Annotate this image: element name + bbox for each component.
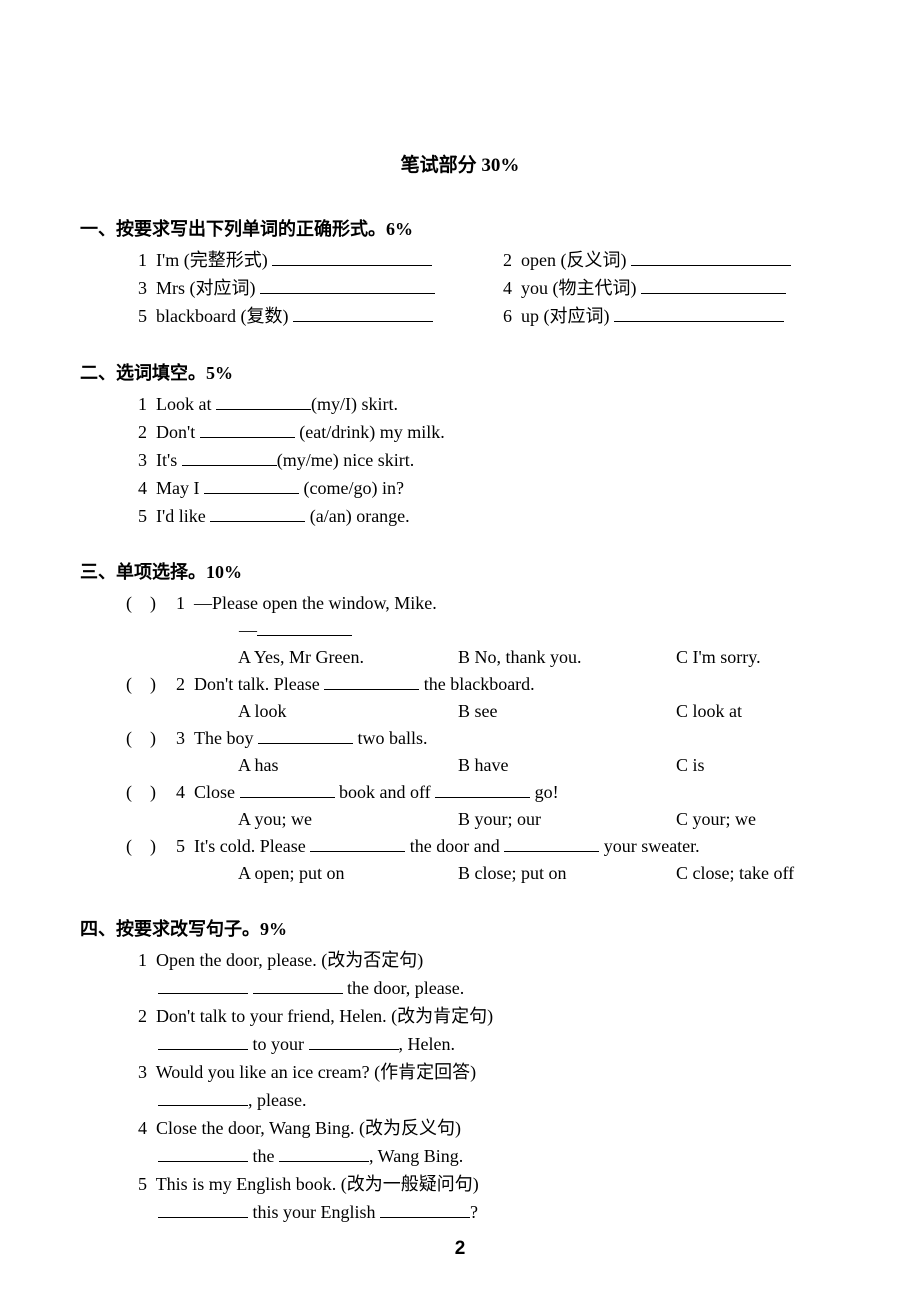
section-4: 四、按要求改写句子。9% 1 Open the door, please. (改… <box>80 915 840 1226</box>
s3-q4-options: A you; we B your; our C your; we <box>126 806 840 833</box>
s4-q1-answer: the door, please. <box>138 975 840 1002</box>
s4-q2-answer: to your , Helen. <box>138 1031 840 1058</box>
s2-item-1: 1 Look at (my/I) skirt. <box>138 391 840 418</box>
s4-q5-answer: this your English ? <box>138 1199 840 1226</box>
section-3-heading: 三、单项选择。10% <box>80 558 840 584</box>
section-2-heading: 二、选词填空。5% <box>80 359 840 385</box>
s4-q4-answer: the , Wang Bing. <box>138 1143 840 1170</box>
s2-item-4: 4 May I (come/go) in? <box>138 475 840 502</box>
page-title: 笔试部分 30% <box>80 150 840 177</box>
s3-q3: ( ) 3 The boy two balls. <box>126 725 840 752</box>
section-1: 一、按要求写出下列单词的正确形式。6% 1 I'm (完整形式) 2 open … <box>80 215 840 331</box>
s1-item-1: 1 I'm (完整形式) <box>138 247 503 274</box>
s4-q1: 1 Open the door, please. (改为否定句) <box>138 947 840 974</box>
section-4-heading: 四、按要求改写句子。9% <box>80 915 840 941</box>
s1-item-3: 3 Mrs (对应词) <box>138 275 503 302</box>
page-number: 2 <box>455 1238 466 1260</box>
s2-item-3: 3 It's (my/me) nice skirt. <box>138 447 840 474</box>
s1-item-6: 6 up (对应词) <box>503 303 840 330</box>
section-1-heading: 一、按要求写出下列单词的正确形式。6% <box>80 215 840 241</box>
s4-q4: 4 Close the door, Wang Bing. (改为反义句) <box>138 1115 840 1142</box>
s3-q5-options: A open; put on B close; put on C close; … <box>126 860 840 887</box>
section-3: 三、单项选择。10% ( ) 1 —Please open the window… <box>80 558 840 887</box>
s4-q3: 3 Would you like an ice cream? (作肯定回答) <box>138 1059 840 1086</box>
s3-q1-options: A Yes, Mr Green. B No, thank you. C I'm … <box>126 644 840 671</box>
s1-item-5: 5 blackboard (复数) <box>138 303 503 330</box>
section-2: 二、选词填空。5% 1 Look at (my/I) skirt. 2 Don'… <box>80 359 840 530</box>
s2-item-5: 5 I'd like (a/an) orange. <box>138 503 840 530</box>
s3-q3-options: A has B have C is <box>126 752 840 779</box>
s3-q2: ( ) 2 Don't talk. Please the blackboard. <box>126 671 840 698</box>
s3-q2-options: A look B see C look at <box>126 698 840 725</box>
s3-q5: ( ) 5 It's cold. Please the door and you… <box>126 833 840 860</box>
s1-item-2: 2 open (反义词) <box>503 247 840 274</box>
s1-item-4: 4 you (物主代词) <box>503 275 840 302</box>
s3-q4: ( ) 4 Close book and off go! <box>126 779 840 806</box>
s4-q3-answer: , please. <box>138 1087 840 1114</box>
s2-item-2: 2 Don't (eat/drink) my milk. <box>138 419 840 446</box>
s3-q1: ( ) 1 —Please open the window, Mike. <box>126 590 840 617</box>
s4-q5: 5 This is my English book. (改为一般疑问句) <box>138 1171 840 1198</box>
s3-q1-dash: — <box>126 617 840 644</box>
s4-q2: 2 Don't talk to your friend, Helen. (改为肯… <box>138 1003 840 1030</box>
